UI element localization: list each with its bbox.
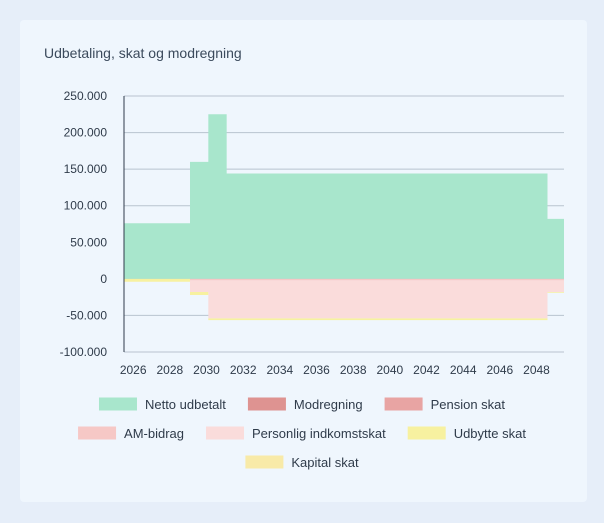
y-tick-label: 50.000 [70,235,107,249]
x-tick-label: 2032 [230,363,257,377]
legend-swatch [245,455,284,469]
legend[interactable]: Netto udbetalt Modregning Pension skat AM-b… [78,397,526,470]
x-tick-label: 2030 [193,363,220,377]
legend-label: Pension skat [431,397,506,412]
legend-swatch [247,397,286,411]
x-tick-label: 2034 [266,363,293,377]
legend-label: Netto udbetalt [145,397,226,412]
legend-item[interactable]: Pension skat [384,397,506,412]
x-tick-label: 2028 [156,363,183,377]
legend-item[interactable]: Personlig indkomstskat [206,426,386,441]
legend-swatch [384,397,423,411]
plot-areas [124,114,564,321]
legend-label: Personlig indkomstskat [252,426,386,441]
legend-item[interactable]: Netto udbetalt [98,397,226,412]
area-am-bidrag [124,278,564,281]
tick-labels: 250.000 200.000 150.000 100.000 50.000 0 -50.0… [60,89,551,377]
legend-item[interactable]: Modregning [247,397,363,412]
legend-swatch [206,426,245,440]
x-tick-label: 2038 [340,363,367,377]
legend-item[interactable]: AM-bidrag [78,426,184,441]
chart-title: Udbetaling, skat og modregning [44,45,242,61]
legend-swatch [78,426,117,440]
area-netto-udbetalt [124,114,564,279]
legend-label: Udbytte skat [454,426,527,441]
y-tick-label: 0 [100,272,107,286]
x-tick-label: 2040 [376,363,403,377]
legend-label: Kapital skat [291,455,359,470]
legend-label: Modregning [294,397,363,412]
legend-swatch [98,397,137,411]
legend-swatch [407,426,446,440]
x-tick-label: 2042 [413,363,440,377]
legend-item[interactable]: Udbytte skat [407,426,527,441]
x-tick-label: 2044 [450,363,477,377]
legend-item[interactable]: Kapital skat [245,455,359,470]
legend-label: AM-bidrag [124,426,184,441]
y-tick-label: 150.000 [64,162,108,176]
x-tick-label: 2026 [120,363,147,377]
y-tick-label: -100.000 [60,345,108,359]
x-tick-label: 2048 [523,363,550,377]
y-tick-label: 100.000 [64,199,108,213]
area-personlig-indkomstskat [124,278,564,319]
x-tick-label: 2036 [303,363,330,377]
y-tick-label: 250.000 [64,89,108,103]
x-tick-label: 2046 [486,363,513,377]
y-tick-label: 200.000 [64,126,108,140]
y-tick-label: -50.000 [66,308,107,322]
